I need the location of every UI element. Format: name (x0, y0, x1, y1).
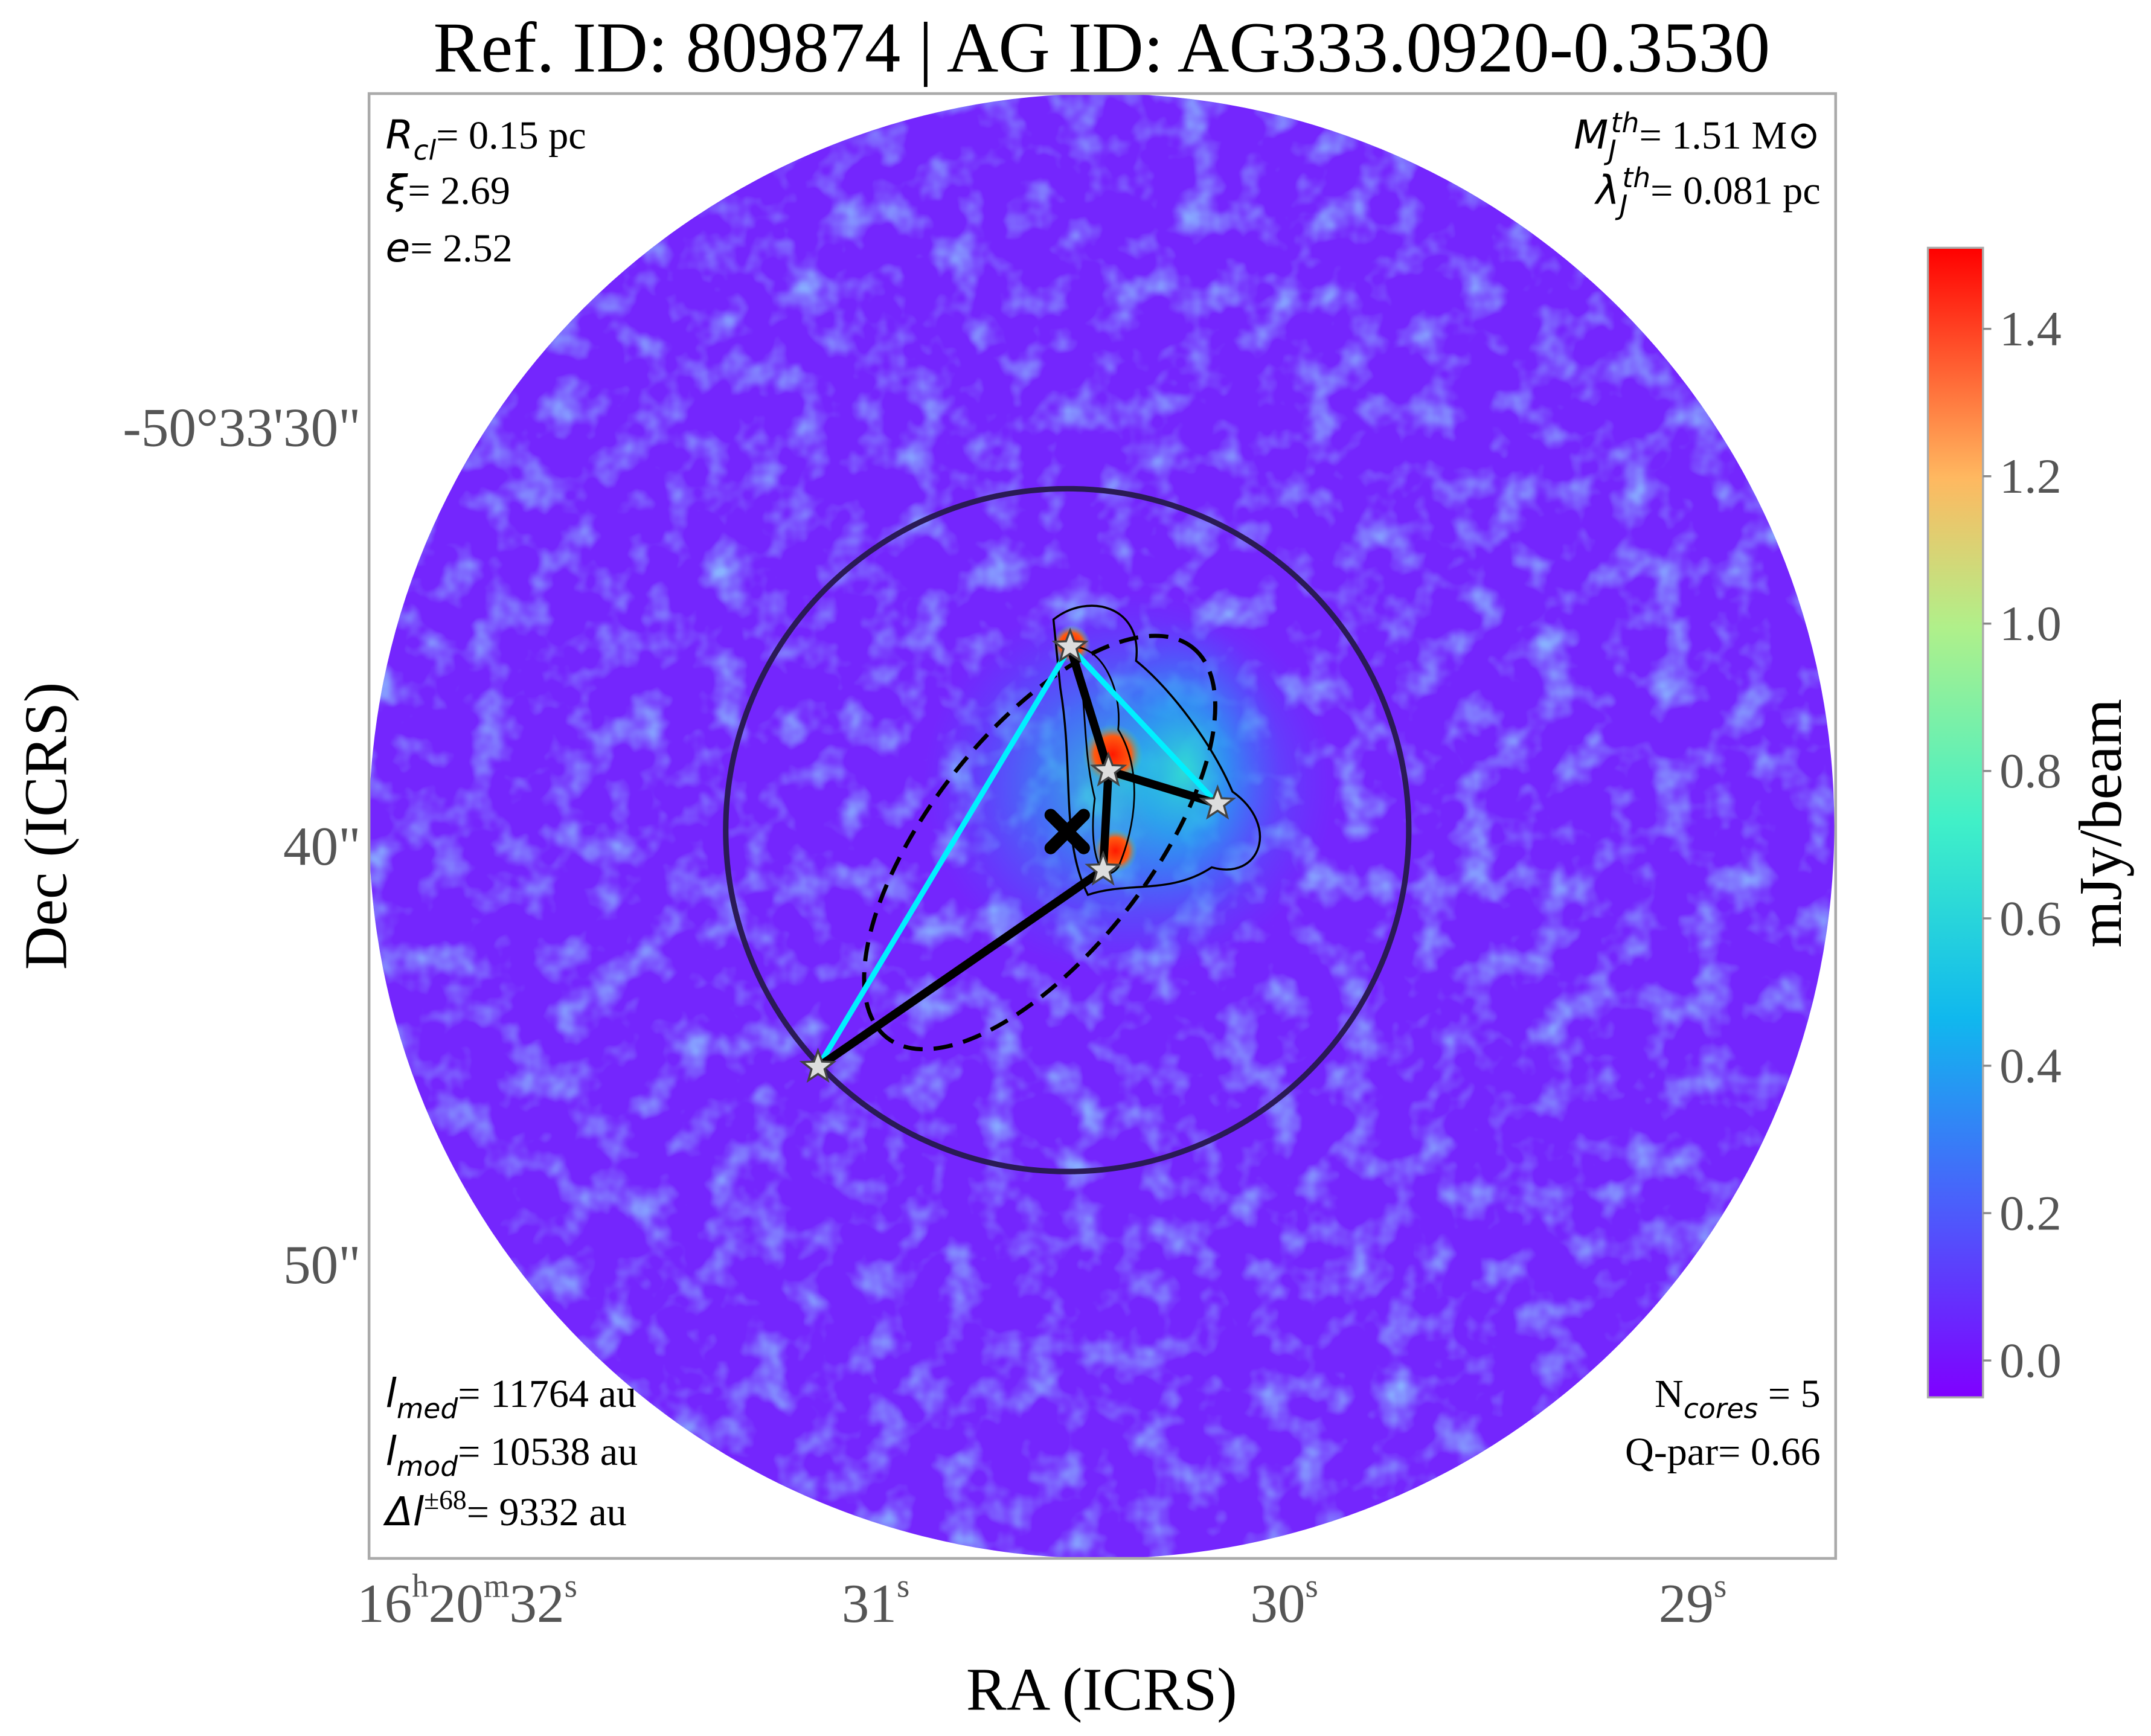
x-tick-label: 31s (842, 1568, 909, 1634)
annotation: lmod= 10538 au (386, 1428, 638, 1482)
y-tick-label: -50°33'30" (123, 397, 361, 458)
core (1089, 751, 1127, 787)
x-tick-label-part: 31 (842, 1573, 897, 1634)
colorbar-tick-label: 1.2 (1999, 449, 2062, 504)
y-axis-label: Dec (ICRS) (12, 682, 79, 970)
colorbar-tick-label: 0.4 (1999, 1038, 2062, 1093)
core-link (815, 644, 1073, 1070)
colorbar-tick-label: 0.0 (1999, 1333, 2062, 1388)
x-tick-label-part: 20 (429, 1573, 484, 1634)
x-tick-label: 16h20m32s (357, 1568, 577, 1634)
colorbar (1926, 246, 1984, 1398)
x-tick-label-part: 29 (1659, 1573, 1714, 1634)
x-tick-label-part: s (1305, 1568, 1318, 1604)
core (1085, 850, 1122, 886)
annotation: λJth= 0.081 pc (1594, 162, 1821, 222)
colorbar-tick-label: 1.4 (1999, 301, 2062, 356)
annotation: Q-par= 0.66 (1625, 1430, 1821, 1474)
annotation: MJth= 1.51 M⊙ (1574, 107, 1820, 167)
core-link (1066, 642, 1113, 775)
core-link (1067, 644, 1220, 807)
x-tick-label: 30s (1250, 1568, 1318, 1634)
annotation: Ncores = 5 (1655, 1372, 1821, 1424)
x-tick-label-part: s (897, 1568, 909, 1604)
x-tick-label-part: 16 (357, 1573, 412, 1634)
core-links (813, 642, 1222, 1072)
x-tick-label: 29s (1659, 1568, 1726, 1634)
annotation: Rcl= 0.15 pc (386, 112, 586, 166)
core (799, 1047, 837, 1083)
x-tick-label-part: 30 (1250, 1573, 1305, 1634)
annotation: ξ= 2.69 (385, 167, 510, 213)
annotation: Δl±68= 9332 au (383, 1484, 627, 1535)
colorbar-label: mJy/beam (2067, 699, 2134, 947)
x-tick-label-part: 32 (509, 1573, 564, 1634)
y-tick-label: 40" (283, 816, 361, 877)
y-tick-label: 50" (283, 1234, 361, 1295)
colorbar-tick-label: 0.6 (1999, 891, 2062, 946)
core-link (1104, 766, 1222, 809)
annotation: e= 2.52 (386, 225, 513, 271)
colorbar-tick-label: 0.8 (1999, 743, 2062, 798)
x-tick-label-part: s (1714, 1568, 1726, 1604)
core (1051, 627, 1089, 663)
chart-title: Ref. ID: 809874 | AG ID: AG333.0920-0.35… (433, 8, 1770, 88)
annotation: lmed= 11764 au (386, 1370, 636, 1424)
x-tick-label-part: s (565, 1568, 577, 1604)
x-axis-label: RA (ICRS) (966, 1656, 1237, 1723)
colorbar-tick-label: 1.0 (1999, 596, 2062, 651)
x-tick-label-part: m (484, 1568, 510, 1604)
colorbar-tick-label: 0.2 (1999, 1185, 2062, 1240)
core (1199, 784, 1237, 820)
core-link (813, 865, 1108, 1072)
x-tick-label-part: h (412, 1568, 428, 1604)
